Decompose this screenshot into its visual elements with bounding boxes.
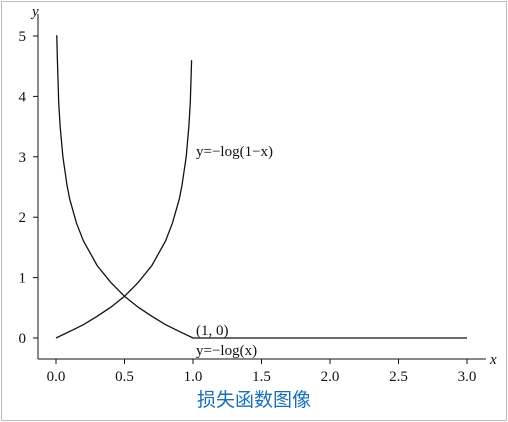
x-axis-ticks: 0.0 0.5 1.0 1.5 2.0 2.5 3.0 xyxy=(47,359,477,385)
y-tick-label: 2 xyxy=(19,210,27,226)
annotation-label: (1, 0) xyxy=(196,323,229,339)
series-layer xyxy=(55,35,467,339)
y-tick-label: 1 xyxy=(19,271,27,287)
x-axis-label: x xyxy=(489,352,497,368)
x-tick-label: 1.5 xyxy=(252,369,271,385)
y-tick-label: 4 xyxy=(19,89,27,105)
series-line-neg-log-one-minus-x xyxy=(55,60,193,339)
plot-area: 0.0 0.5 1.0 1.5 2.0 2.5 3.0 0 1 2 3 4 5 y=−log(1−x)… xyxy=(19,14,486,385)
annotation-label: y=−log(x) xyxy=(196,343,257,359)
annotation-label: y=−log(1−x) xyxy=(196,144,273,160)
y-axis-ticks: 0 1 2 3 4 5 xyxy=(19,29,38,347)
x-tick-label: 0.0 xyxy=(47,369,66,385)
x-tick-label: 2.0 xyxy=(321,369,340,385)
y-tick-label: 5 xyxy=(19,29,27,45)
y-axis-label: y xyxy=(30,4,39,20)
y-tick-label: 3 xyxy=(19,150,27,166)
y-tick-label: 0 xyxy=(19,331,27,347)
chart-caption: 损失函数图像 xyxy=(197,389,311,411)
x-tick-label: 3.0 xyxy=(458,369,477,385)
series-line-neg-log-x xyxy=(56,35,467,339)
x-tick-label: 0.5 xyxy=(115,369,134,385)
annotation-layer: y=−log(1−x) (1, 0) y=−log(x) xyxy=(196,144,273,359)
x-tick-label: 2.5 xyxy=(389,369,408,385)
x-tick-label: 1.0 xyxy=(184,369,203,385)
